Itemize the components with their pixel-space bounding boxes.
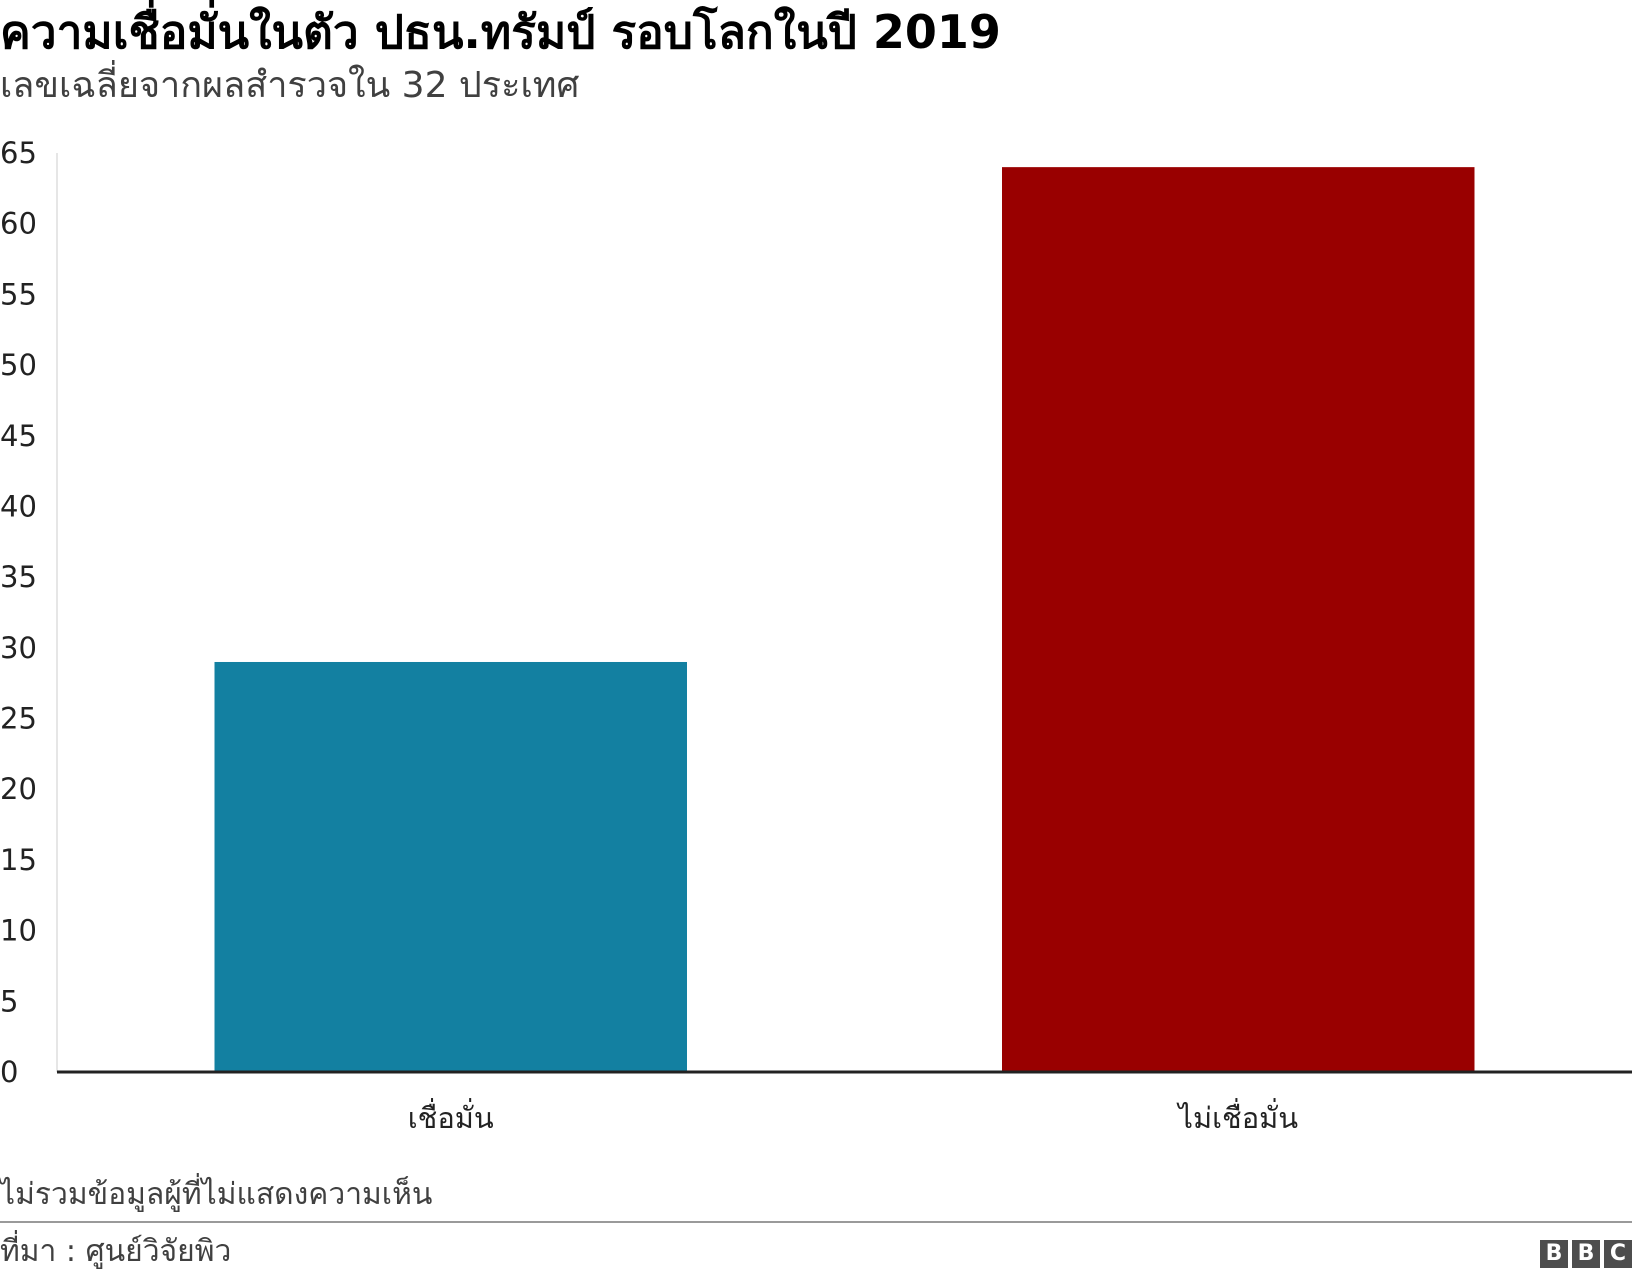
y-axis-ticks: 0 5 10 15 20 25 30 35 40 45 50 55 60 65 [0,136,37,1089]
x-axis-labels: เชื่อมั่น ไม่เชื่อมั่น [408,1098,1298,1135]
y-tick-label: 35 [0,560,37,594]
y-tick-label: 45 [0,419,37,453]
chart-source: ที่มา : ศูนย์วิจัยพิว [0,1234,232,1269]
bbc-logo-letter: C [1604,1240,1632,1268]
y-tick-label: 25 [0,702,37,736]
chart-subtitle: เลขเฉลี่ยจากผลสำรวจใน 32 ประเทศ [0,65,580,106]
y-tick-label: 0 [0,1055,18,1089]
bbc-logo-letter: B [1572,1240,1600,1268]
y-tick-label: 15 [0,843,37,877]
chart-note: ไม่รวมข้อมูลผู้ที่ไม่แสดงความเห็น [0,1177,433,1212]
bars [214,167,1475,1073]
chart-title: ความเชื่อมั่นในตัว ปธน.ทรัมป์ รอบโลกในปี… [0,5,1001,59]
y-tick-label: 60 [0,207,37,241]
bbc-logo-letter: B [1540,1240,1568,1268]
bar [1002,167,1475,1073]
bbc-logo: B B C [1540,1240,1632,1268]
y-tick-label: 40 [0,489,37,523]
y-tick-label: 5 [0,984,18,1018]
y-tick-label: 20 [0,772,37,806]
x-category-label: เชื่อมั่น [408,1098,494,1135]
bar [214,661,687,1072]
y-tick-label: 10 [0,914,37,948]
bar-chart: 0 5 10 15 20 25 30 35 40 45 50 55 60 65 เชื่อมั่น ไม่เ… [0,136,1632,1135]
y-tick-label: 50 [0,348,37,382]
footer-divider [0,1221,1632,1223]
y-tick-label: 65 [0,136,37,170]
x-category-label: ไม่เชื่อมั่น [1176,1098,1298,1135]
y-tick-label: 30 [0,631,37,665]
y-tick-label: 55 [0,277,37,311]
